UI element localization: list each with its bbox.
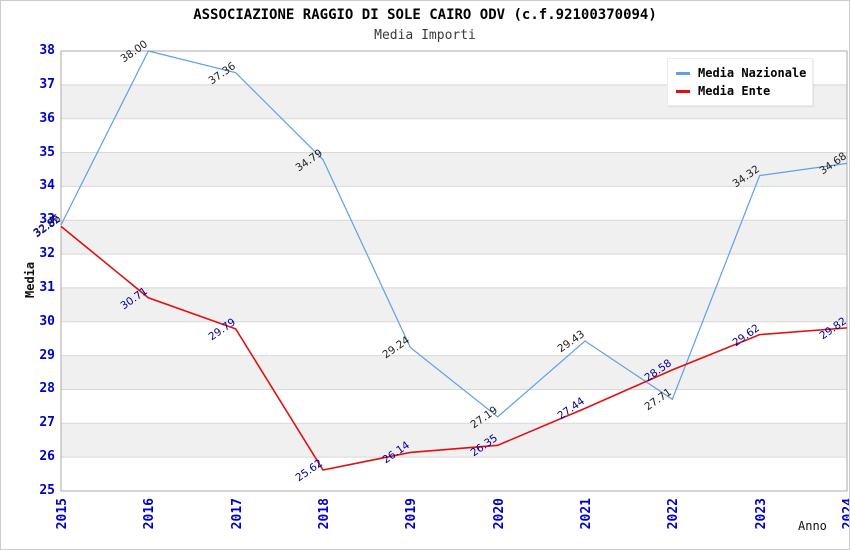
x-tick-label: 2023: [753, 498, 769, 530]
x-tick-label: 2017: [229, 498, 245, 530]
y-tick-label: 28: [39, 381, 55, 397]
legend-item-media-ente: Media Ente: [676, 82, 804, 100]
grid-band: [61, 355, 847, 390]
legend: Media Nazionale Media Ente: [667, 58, 813, 106]
chart-title: ASSOCIAZIONE RAGGIO DI SOLE CAIRO ODV (c…: [193, 7, 657, 23]
y-tick-label: 34: [39, 178, 55, 194]
plot-frame: [60, 50, 848, 492]
series-line-0: [60, 50, 848, 418]
y-tick-label: 35: [39, 144, 55, 160]
x-tick-label: 2021: [579, 498, 594, 530]
x-tick-label: 2016: [142, 498, 158, 530]
x-tick-label: 2015: [55, 498, 70, 530]
y-tick-label: 37: [39, 76, 55, 92]
legend-label-ente: Media Ente: [698, 84, 771, 98]
grid-band: [61, 287, 847, 322]
series-line-1: [60, 225, 848, 471]
y-tick-label: 27: [39, 415, 55, 431]
x-axis-title: Anno: [798, 519, 827, 533]
y-tick-label: 38: [39, 43, 55, 58]
chart-subtitle: Media Importi: [374, 28, 476, 43]
y-tick-label: 32: [39, 246, 55, 262]
x-tick-label: 2020: [491, 498, 507, 530]
y-tick-label: 31: [39, 279, 55, 295]
x-tick-label: 2018: [317, 498, 332, 530]
y-tick-label: 29: [39, 347, 55, 363]
legend-label-nazionale: Media Nazionale: [698, 66, 807, 80]
x-tick-label: 2019: [404, 498, 420, 530]
x-tick-label: 2024: [841, 498, 850, 530]
y-tick-label: 36: [39, 110, 55, 126]
legend-item-media-nazionale: Media Nazionale: [676, 64, 807, 82]
grid-band: [61, 152, 847, 187]
legend-line-swatch-nazionale: [676, 71, 690, 75]
grid-band: [61, 423, 847, 458]
y-tick-label: 33: [39, 212, 55, 228]
y-tick-label: 25: [39, 483, 55, 498]
grid-band: [61, 220, 847, 255]
x-tick-label: 2022: [666, 498, 682, 530]
y-tick-label: 26: [39, 449, 55, 465]
legend-line-swatch-ente: [676, 89, 690, 93]
y-tick-label: 30: [39, 313, 55, 329]
